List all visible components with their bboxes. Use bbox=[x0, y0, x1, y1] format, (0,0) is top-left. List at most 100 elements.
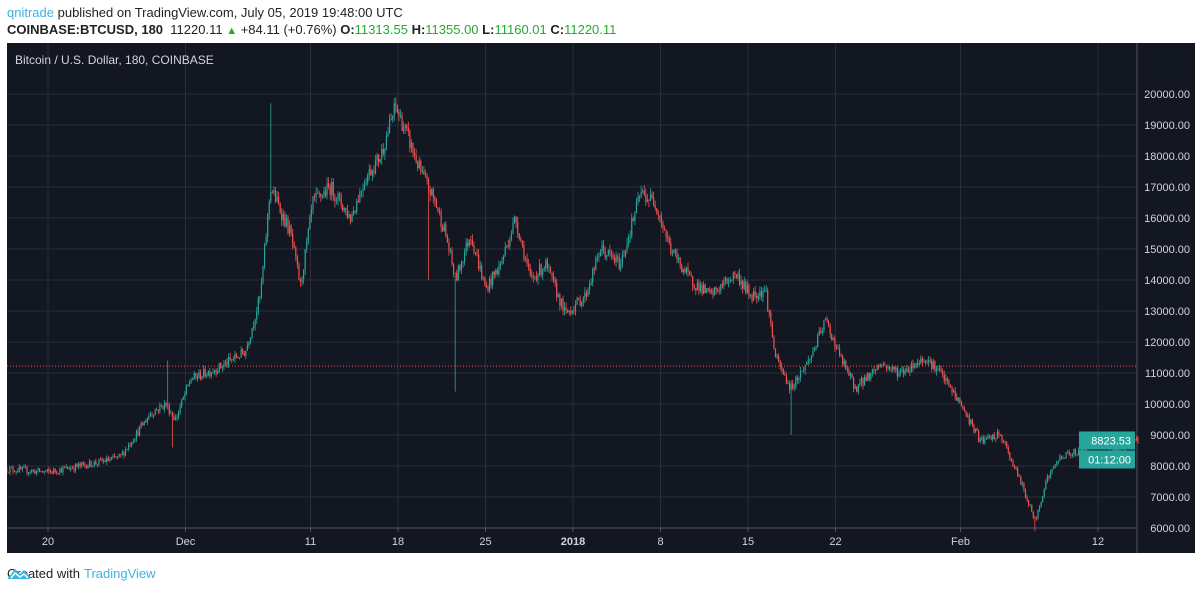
candle-body bbox=[238, 357, 241, 359]
candle-body bbox=[190, 380, 192, 383]
candle-body bbox=[981, 437, 983, 439]
candle-body bbox=[657, 212, 659, 216]
tradingview-link[interactable]: TradingView bbox=[83, 566, 156, 581]
candle-body bbox=[260, 282, 263, 297]
candle-body bbox=[529, 267, 531, 275]
candle-body bbox=[148, 415, 150, 419]
candle-body bbox=[676, 252, 678, 260]
candle-body bbox=[965, 411, 967, 416]
candle-body bbox=[443, 224, 445, 232]
candle-body bbox=[638, 196, 641, 198]
candle-body bbox=[60, 468, 63, 473]
candle-body bbox=[626, 243, 628, 251]
candle-body bbox=[149, 414, 152, 416]
candle-body bbox=[807, 359, 809, 363]
candle-body bbox=[848, 369, 850, 376]
candle-body bbox=[699, 284, 702, 292]
author-link[interactable]: qnitrade bbox=[7, 5, 54, 20]
candle-body bbox=[509, 239, 511, 247]
candle-body bbox=[717, 289, 719, 291]
candle-body bbox=[329, 187, 331, 195]
candle-body bbox=[801, 370, 803, 372]
candle-body bbox=[615, 256, 617, 262]
candle-body bbox=[799, 370, 802, 378]
candle-body bbox=[667, 236, 669, 238]
candle-body bbox=[613, 257, 616, 262]
time-axis-label: 22 bbox=[829, 536, 841, 548]
candle-body bbox=[970, 419, 972, 424]
candle-body bbox=[526, 258, 528, 264]
candle-body bbox=[178, 411, 180, 417]
candlestick-chart[interactable]: 6000.00 7000.00 8000.00 9000.00 10000.00 1100… bbox=[7, 43, 1195, 553]
open-label: O: bbox=[340, 22, 355, 37]
candle-body bbox=[782, 368, 784, 375]
candle-body bbox=[863, 376, 866, 386]
candle-body bbox=[368, 169, 370, 175]
candle-body bbox=[290, 225, 292, 234]
candle-body bbox=[568, 311, 570, 313]
time-axis-label: 8 bbox=[657, 536, 663, 548]
candle-body bbox=[885, 365, 888, 369]
candle-body bbox=[181, 399, 183, 407]
candle-body bbox=[571, 310, 573, 314]
chart-pane[interactable]: 6000.00 7000.00 8000.00 9000.00 10000.00 1100… bbox=[7, 43, 1195, 553]
candle-body bbox=[724, 278, 727, 281]
candle-body bbox=[203, 368, 205, 377]
candle-body bbox=[540, 264, 542, 276]
candle-body bbox=[943, 374, 945, 381]
candle-body bbox=[78, 463, 80, 467]
candle-body bbox=[903, 369, 905, 374]
candle-body bbox=[15, 471, 17, 473]
candle-body bbox=[207, 371, 209, 376]
candle-body bbox=[206, 375, 208, 377]
candle-body bbox=[751, 294, 753, 301]
candle-body bbox=[154, 410, 156, 416]
candle-body bbox=[459, 265, 461, 270]
candle-body bbox=[54, 469, 56, 472]
candle-body bbox=[759, 290, 761, 297]
candle-body bbox=[396, 105, 398, 112]
candle-body bbox=[426, 175, 428, 180]
candle-body bbox=[778, 355, 780, 361]
candle-body bbox=[781, 366, 783, 369]
candle-body bbox=[420, 160, 422, 172]
candle-body bbox=[954, 390, 956, 397]
candle-body bbox=[153, 414, 155, 416]
candle-body bbox=[690, 274, 692, 277]
candle-body bbox=[621, 255, 623, 264]
candle-body bbox=[715, 287, 717, 290]
candle-body bbox=[957, 398, 959, 401]
candle-body bbox=[710, 290, 713, 293]
time-axis-label: 2018 bbox=[561, 536, 585, 548]
candle-body bbox=[338, 194, 341, 196]
candle-body bbox=[20, 467, 22, 470]
candle-body bbox=[898, 372, 900, 377]
candle-body bbox=[1051, 468, 1053, 473]
candle-body bbox=[598, 256, 600, 258]
candle-body bbox=[629, 236, 631, 238]
candle-body bbox=[893, 366, 895, 370]
time-axis-label: Feb bbox=[951, 536, 970, 548]
candle-body bbox=[1045, 481, 1047, 489]
high-label: H: bbox=[411, 22, 426, 37]
candle-body bbox=[490, 278, 492, 286]
candle-body bbox=[1117, 448, 1119, 453]
candle-body bbox=[335, 200, 338, 202]
candle-body bbox=[803, 370, 805, 371]
candle-body bbox=[499, 263, 502, 266]
candle-body bbox=[387, 133, 389, 137]
candle-body bbox=[240, 349, 242, 358]
candle-body bbox=[360, 191, 363, 192]
candle-body bbox=[979, 438, 981, 442]
candle-body bbox=[806, 362, 808, 365]
candle-body bbox=[212, 372, 214, 374]
candle-body bbox=[987, 435, 989, 438]
candle-body bbox=[774, 348, 777, 358]
candle-body bbox=[18, 467, 20, 472]
countdown-label: 01:12:00 bbox=[1088, 454, 1131, 466]
candle-body bbox=[315, 193, 317, 197]
candle-body bbox=[65, 466, 67, 468]
candle-body bbox=[179, 406, 181, 412]
candle-body bbox=[321, 196, 323, 198]
candle-body bbox=[437, 207, 439, 212]
